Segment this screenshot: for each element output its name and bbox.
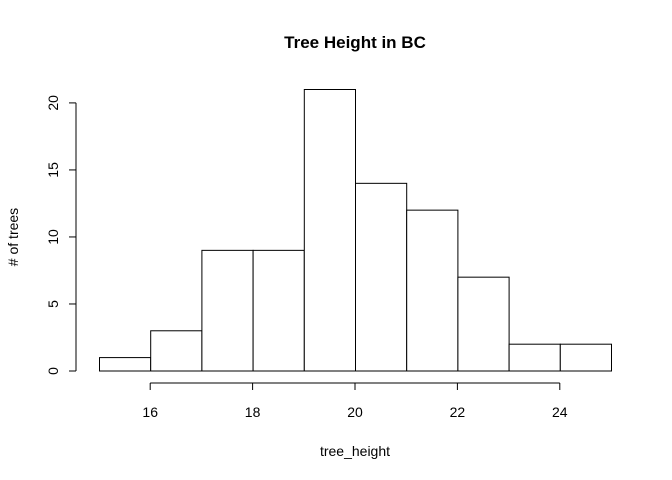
x-tick-label: 24 [552,404,568,420]
histogram-bar [355,182,408,372]
histogram-bar [252,249,305,372]
y-tick-label: 5 [45,300,61,308]
histogram-bar [406,209,459,372]
histogram-bar [150,330,203,372]
y-tick-label: 20 [45,95,61,111]
x-tick-label: 22 [450,404,466,420]
y-tick-label: 15 [45,162,61,178]
x-axis: 16 18 20 22 24 [142,382,568,420]
x-tick-label: 20 [347,404,363,420]
histogram-bar [201,249,254,372]
x-axis-label: tree_height [320,443,390,459]
y-tick-label: 10 [45,229,61,245]
histogram-bar [508,343,561,372]
histogram-bar [457,276,510,372]
y-axis: 0 5 10 15 20 [45,95,77,375]
x-tick-label: 18 [245,404,261,420]
histogram-bar [99,357,152,372]
bars-group [99,89,612,372]
histogram-bar [303,89,356,372]
histogram-bar [559,343,612,372]
chart-title: Tree Height in BC [284,33,426,52]
y-axis-label: # of trees [5,208,21,266]
y-tick-label: 0 [45,367,61,375]
x-tick-label: 16 [142,404,158,420]
